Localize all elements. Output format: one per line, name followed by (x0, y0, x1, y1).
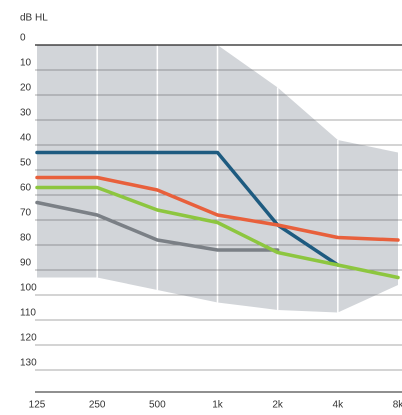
y-tick-label: 30 (20, 108, 32, 119)
y-tick-label: 50 (20, 158, 32, 169)
y-axis-label: dB HL (20, 13, 48, 24)
x-tick-label: 4k (333, 400, 345, 411)
y-tick-label: 100 (20, 283, 37, 294)
y-tick-label: 130 (20, 358, 37, 369)
y-tick-label: 120 (20, 333, 37, 344)
y-tick-label: 0 (20, 33, 26, 44)
x-tick-label: 2k (272, 400, 284, 411)
hearing-curve (35, 175, 400, 242)
y-tick-label: 10 (20, 58, 32, 69)
y-tick-label: 40 (20, 133, 32, 144)
x-tick-label: 1k (212, 400, 224, 411)
y-tick-label: 20 (20, 83, 32, 94)
hearing-curve (35, 150, 340, 267)
y-tick-label: 60 (20, 183, 32, 194)
x-tick-label: 125 (29, 400, 46, 411)
x-tick-label: 250 (89, 400, 106, 411)
hearing-curve (35, 200, 280, 252)
y-tick-label: 80 (20, 233, 32, 244)
x-tick-label: 8k (393, 400, 402, 411)
hearing-curve (35, 185, 400, 280)
y-tick-label: 90 (20, 258, 32, 269)
y-tick-label: 110 (20, 308, 36, 319)
y-tick-label: 70 (20, 208, 32, 219)
x-tick-label: 500 (149, 400, 166, 411)
